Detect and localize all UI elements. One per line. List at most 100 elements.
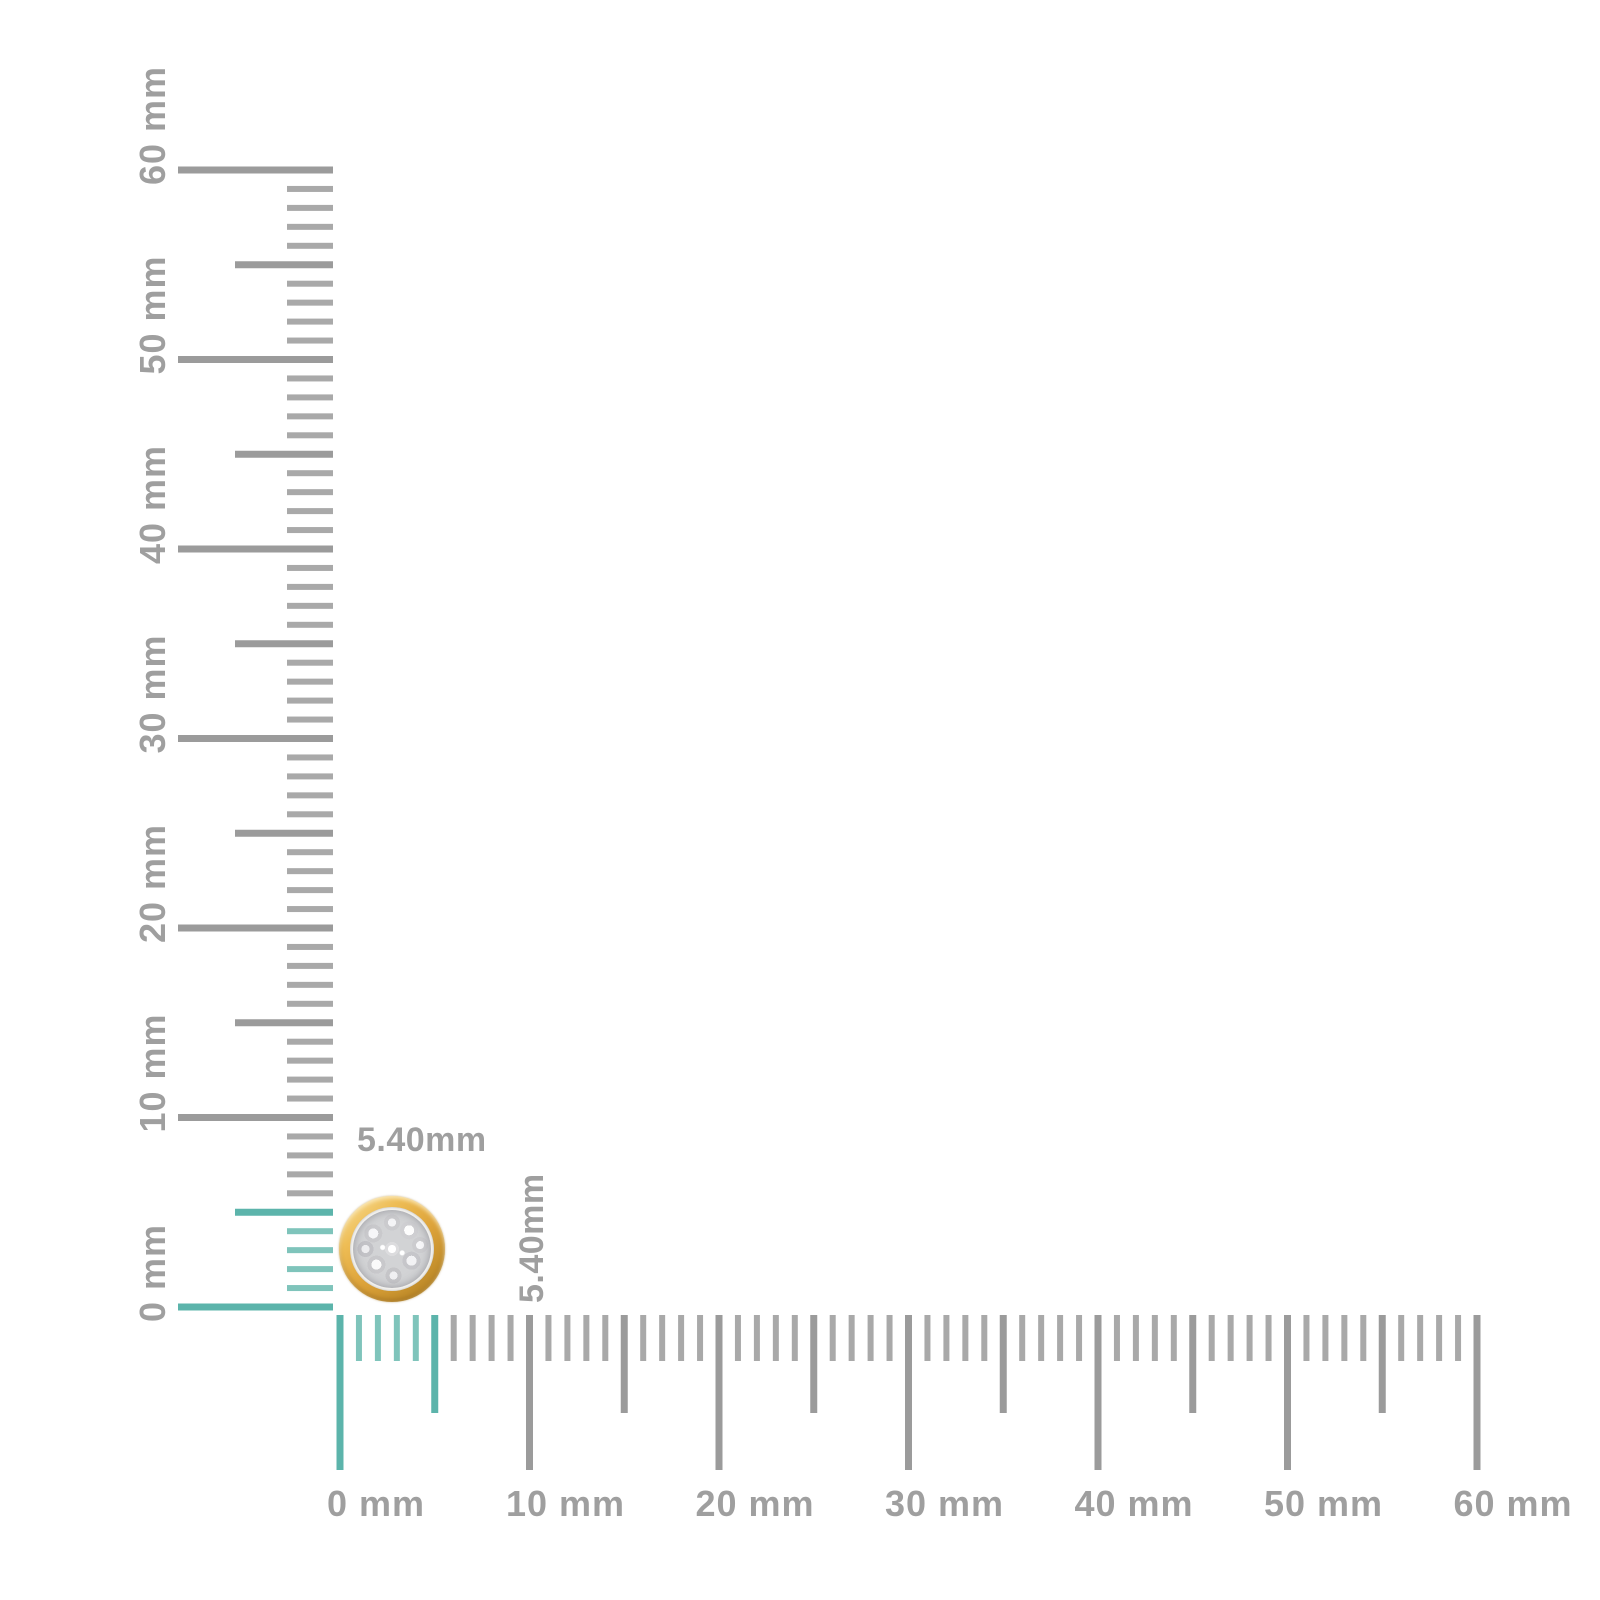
horizontal-tick-42mm	[1132, 1315, 1139, 1361]
horizontal-tick-60mm	[1473, 1315, 1481, 1470]
vertical-tick-47mm	[287, 413, 333, 420]
vertical-ruler: 0 mm 10 mm 20 mm 30 mm 40 mm 50 mm 60 mm	[132, 66, 333, 1322]
horizontal-tick-30mm	[905, 1315, 912, 1470]
vertical-tick-16mm	[287, 1000, 333, 1007]
horizontal-tick-14mm	[602, 1315, 609, 1361]
vertical-tick-20mm	[178, 924, 333, 932]
horizontal-tick-8mm	[488, 1315, 495, 1361]
vertical-tick-39mm	[287, 564, 333, 571]
horizontal-ruler-label-20mm: 20 mm	[695, 1483, 814, 1524]
vertical-tick-57mm	[287, 223, 333, 230]
vertical-tick-41mm	[287, 527, 333, 534]
vertical-tick-25mm	[235, 829, 333, 837]
vertical-tick-15mm	[235, 1019, 333, 1027]
vertical-tick-30mm	[178, 735, 333, 742]
vertical-tick-38mm	[287, 583, 333, 590]
vertical-tick-28mm	[287, 773, 333, 780]
horizontal-tick-9mm	[507, 1315, 514, 1361]
horizontal-tick-6mm	[450, 1315, 457, 1361]
vertical-tick-48mm	[287, 394, 333, 401]
horizontal-tick-3mm	[393, 1315, 400, 1361]
horizontal-tick-55mm	[1378, 1315, 1386, 1413]
vertical-tick-13mm	[287, 1057, 333, 1064]
horizontal-tick-34mm	[981, 1315, 988, 1361]
horizontal-tick-5mm	[431, 1315, 439, 1413]
height-dimension-label: 5.40mm	[513, 1173, 551, 1303]
vertical-tick-24mm	[287, 849, 333, 856]
vertical-tick-56mm	[287, 242, 333, 249]
horizontal-tick-25mm	[810, 1315, 818, 1413]
vertical-tick-9mm	[287, 1133, 333, 1140]
horizontal-tick-53mm	[1341, 1315, 1348, 1361]
horizontal-tick-17mm	[659, 1315, 666, 1361]
vertical-ruler-label-60mm: 60 mm	[132, 66, 173, 185]
horizontal-tick-2mm	[374, 1315, 381, 1361]
horizontal-tick-27mm	[848, 1315, 855, 1361]
horizontal-ruler: 0 mm 10 mm 20 mm 30 mm 40 mm 50 mm 60 mm	[327, 1315, 1572, 1524]
vertical-tick-54mm	[287, 280, 333, 287]
vertical-tick-0mm	[178, 1303, 333, 1311]
vertical-tick-37mm	[287, 602, 333, 609]
horizontal-tick-33mm	[962, 1315, 969, 1361]
horizontal-tick-47mm	[1227, 1315, 1234, 1361]
horizontal-ruler-label-10mm: 10 mm	[506, 1483, 625, 1524]
vertical-tick-35mm	[235, 640, 333, 648]
horizontal-tick-20mm	[715, 1315, 723, 1470]
horizontal-tick-51mm	[1303, 1315, 1310, 1361]
vertical-tick-43mm	[287, 489, 333, 496]
horizontal-tick-11mm	[545, 1315, 552, 1361]
horizontal-tick-24mm	[791, 1315, 798, 1361]
vertical-tick-33mm	[287, 678, 333, 685]
horizontal-tick-19mm	[697, 1315, 704, 1361]
horizontal-tick-22mm	[753, 1315, 760, 1361]
horizontal-tick-32mm	[943, 1315, 950, 1361]
vertical-tick-31mm	[287, 716, 333, 723]
vertical-tick-4mm	[287, 1228, 333, 1235]
vertical-tick-60mm	[178, 166, 333, 174]
vertical-ruler-label-50mm: 50 mm	[132, 255, 173, 374]
horizontal-tick-57mm	[1417, 1315, 1424, 1361]
horizontal-tick-0mm	[336, 1315, 344, 1470]
horizontal-tick-54mm	[1360, 1315, 1367, 1361]
horizontal-ruler-label-30mm: 30 mm	[885, 1483, 1004, 1524]
horizontal-tick-29mm	[886, 1315, 893, 1361]
pave-diamond-cluster	[353, 1210, 431, 1288]
vertical-tick-21mm	[287, 906, 333, 913]
vertical-tick-34mm	[287, 659, 333, 666]
horizontal-tick-59mm	[1455, 1315, 1462, 1361]
horizontal-tick-12mm	[564, 1315, 571, 1361]
vertical-tick-7mm	[287, 1171, 333, 1178]
vertical-tick-1mm	[287, 1285, 333, 1292]
horizontal-tick-21mm	[734, 1315, 741, 1361]
horizontal-ruler-label-60mm: 60 mm	[1453, 1483, 1572, 1524]
horizontal-tick-58mm	[1436, 1315, 1443, 1361]
horizontal-tick-52mm	[1322, 1315, 1329, 1361]
horizontal-tick-23mm	[772, 1315, 779, 1361]
horizontal-tick-10mm	[526, 1315, 533, 1470]
horizontal-tick-7mm	[469, 1315, 476, 1361]
horizontal-tick-46mm	[1208, 1315, 1215, 1361]
horizontal-tick-39mm	[1076, 1315, 1083, 1361]
horizontal-tick-4mm	[412, 1315, 419, 1361]
product-photo-stud-earring	[339, 1196, 445, 1302]
horizontal-tick-13mm	[583, 1315, 590, 1361]
horizontal-tick-15mm	[620, 1315, 628, 1413]
vertical-tick-17mm	[287, 981, 333, 988]
vertical-tick-45mm	[235, 450, 333, 458]
horizontal-tick-40mm	[1094, 1315, 1102, 1470]
vertical-tick-6mm	[287, 1190, 333, 1197]
vertical-tick-10mm	[178, 1114, 333, 1121]
vertical-tick-26mm	[287, 811, 333, 818]
vertical-tick-55mm	[235, 261, 333, 269]
vertical-tick-8mm	[287, 1152, 333, 1159]
horizontal-tick-1mm	[355, 1315, 362, 1361]
vertical-tick-18mm	[287, 962, 333, 969]
vertical-tick-22mm	[287, 887, 333, 894]
vertical-tick-19mm	[287, 943, 333, 950]
horizontal-tick-49mm	[1265, 1315, 1272, 1361]
horizontal-tick-16mm	[640, 1315, 647, 1361]
horizontal-tick-36mm	[1019, 1315, 1026, 1361]
vertical-tick-14mm	[287, 1038, 333, 1045]
vertical-tick-53mm	[287, 299, 333, 306]
vertical-tick-3mm	[287, 1247, 333, 1254]
